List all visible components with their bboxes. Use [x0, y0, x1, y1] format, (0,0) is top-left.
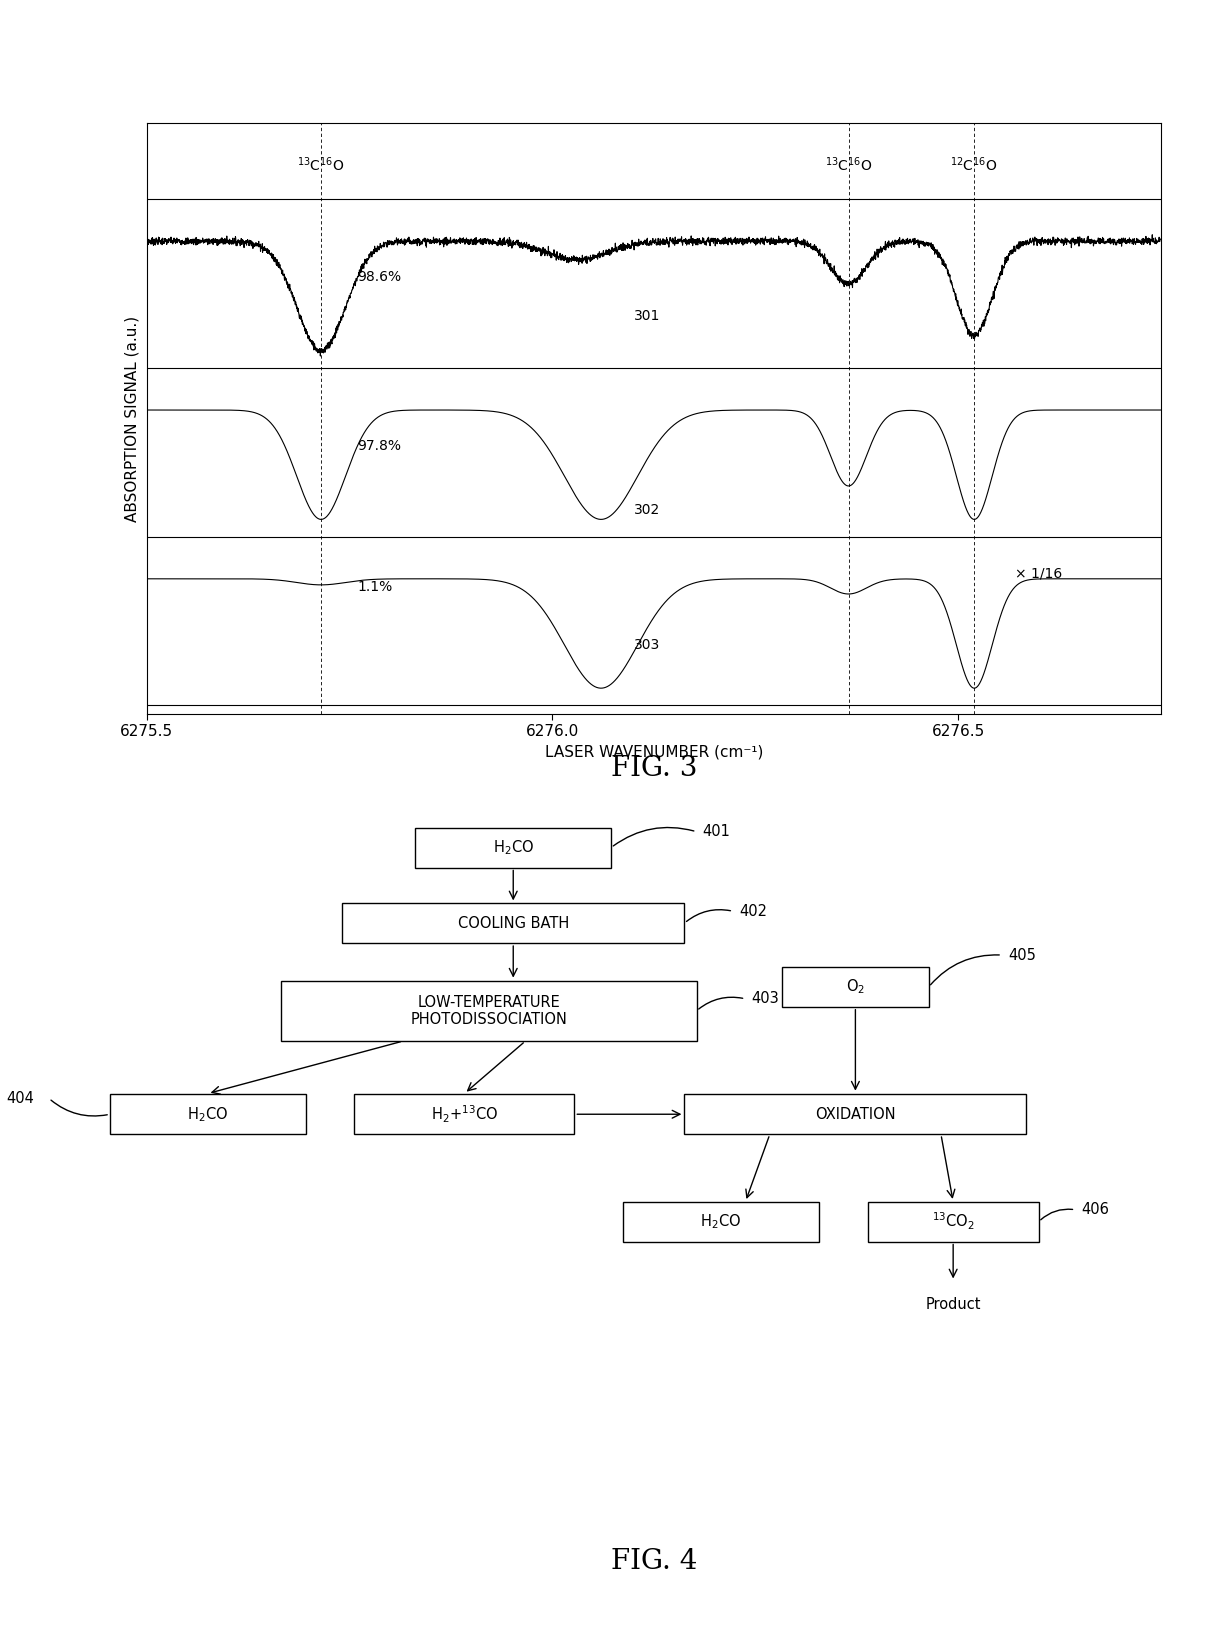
FancyBboxPatch shape [415, 827, 611, 868]
Text: $^{13}$C$^{16}$O: $^{13}$C$^{16}$O [825, 156, 873, 174]
Text: $^{12}$C$^{16}$O: $^{12}$C$^{16}$O [951, 156, 998, 174]
FancyBboxPatch shape [623, 1201, 819, 1242]
FancyBboxPatch shape [868, 1201, 1039, 1242]
FancyBboxPatch shape [354, 1095, 574, 1134]
Text: COOLING BATH: COOLING BATH [457, 916, 569, 930]
Text: FIG. 4: FIG. 4 [611, 1549, 697, 1575]
Text: 98.6%: 98.6% [358, 269, 402, 284]
Text: 301: 301 [633, 309, 660, 323]
Text: FIG. 3: FIG. 3 [611, 755, 697, 781]
Text: H$_2$CO: H$_2$CO [492, 839, 534, 857]
Text: 403: 403 [752, 991, 780, 1006]
FancyBboxPatch shape [110, 1095, 306, 1134]
FancyBboxPatch shape [342, 903, 684, 944]
Text: 303: 303 [633, 638, 660, 651]
Text: Product: Product [925, 1298, 981, 1313]
Text: H$_2$CO: H$_2$CO [700, 1213, 742, 1231]
FancyBboxPatch shape [782, 967, 929, 1008]
Text: O$_2$: O$_2$ [846, 978, 865, 996]
Text: $^{13}$C$^{16}$O: $^{13}$C$^{16}$O [297, 156, 345, 174]
Text: H$_2$CO: H$_2$CO [187, 1104, 229, 1124]
Text: LOW-TEMPERATURE
PHOTODISSOCIATION: LOW-TEMPERATURE PHOTODISSOCIATION [411, 994, 567, 1027]
Text: 302: 302 [633, 502, 660, 517]
Text: $^{13}$CO$_2$: $^{13}$CO$_2$ [931, 1211, 975, 1232]
Y-axis label: ABSORPTION SIGNAL (a.u.): ABSORPTION SIGNAL (a.u.) [125, 315, 139, 522]
Text: 401: 401 [703, 824, 731, 839]
Text: 404: 404 [6, 1091, 34, 1106]
Text: 1.1%: 1.1% [358, 581, 392, 594]
Text: × 1/16: × 1/16 [1014, 566, 1062, 581]
Text: 406: 406 [1081, 1203, 1110, 1218]
Text: 97.8%: 97.8% [358, 438, 402, 453]
FancyBboxPatch shape [281, 981, 697, 1040]
Text: 405: 405 [1008, 947, 1036, 963]
X-axis label: LASER WAVENUMBER (cm⁻¹): LASER WAVENUMBER (cm⁻¹) [545, 745, 763, 760]
Text: OXIDATION: OXIDATION [815, 1106, 896, 1122]
Text: 402: 402 [739, 904, 767, 919]
FancyBboxPatch shape [684, 1095, 1026, 1134]
Text: H$_2$+$^{13}$CO: H$_2$+$^{13}$CO [431, 1103, 497, 1126]
